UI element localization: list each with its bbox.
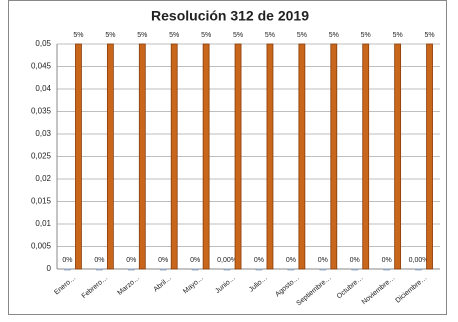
data-label: 0% <box>382 257 392 264</box>
y-tick-label: 0,025 <box>31 152 52 161</box>
bar <box>106 43 114 270</box>
bar <box>394 43 402 270</box>
bar <box>170 43 178 270</box>
bar <box>223 268 231 271</box>
y-tick-label: 0,03 <box>35 129 51 138</box>
bar <box>298 43 306 270</box>
data-label: 5% <box>297 32 307 39</box>
data-label: 5% <box>73 32 83 39</box>
y-tick-label: 0,02 <box>35 174 51 183</box>
data-label: 5% <box>137 32 147 39</box>
data-label: 0% <box>318 257 328 264</box>
bar <box>138 43 146 270</box>
bar <box>426 43 433 270</box>
bar <box>330 43 338 270</box>
y-tick-label: 0,05 <box>35 39 51 48</box>
data-label: 5% <box>329 32 339 39</box>
bar <box>75 43 82 270</box>
data-label: 5% <box>169 32 179 39</box>
data-label: 0% <box>126 257 136 264</box>
data-label: 0% <box>190 257 200 264</box>
data-label: 0% <box>286 257 296 264</box>
data-label: 0% <box>350 257 360 264</box>
chart-title: Resolución 312 de 2019 <box>151 8 309 24</box>
bar <box>202 43 210 270</box>
data-label: 0,00% <box>217 257 237 264</box>
y-tick-label: 0,045 <box>31 62 52 71</box>
y-tick-label: 0,035 <box>31 107 52 116</box>
data-label: 5% <box>361 32 371 39</box>
y-tick-label: 0,01 <box>35 219 51 228</box>
bar <box>383 268 391 271</box>
y-tick-label: 0,005 <box>31 242 52 251</box>
data-label: 5% <box>424 32 434 39</box>
data-label: 0% <box>158 257 168 264</box>
data-label: 0% <box>254 257 264 264</box>
data-label: 5% <box>393 32 403 39</box>
bar <box>64 268 71 271</box>
bar <box>351 268 359 271</box>
bar <box>362 43 370 270</box>
bar <box>287 268 295 271</box>
bar <box>415 268 422 271</box>
data-label: 5% <box>233 32 243 39</box>
data-label: 0,00% <box>409 257 429 264</box>
data-label: 0% <box>62 257 72 264</box>
data-label: 0% <box>94 257 104 264</box>
chart-frame <box>8 0 447 315</box>
bar <box>266 43 274 270</box>
bar <box>319 268 327 271</box>
bar <box>95 268 103 271</box>
data-label: 5% <box>265 32 275 39</box>
data-label: 5% <box>105 32 115 39</box>
bar <box>127 268 135 271</box>
y-tick-label: 0,04 <box>35 84 51 93</box>
bar <box>159 268 167 271</box>
y-tick-label: 0 <box>47 264 52 273</box>
data-label: 5% <box>201 32 211 39</box>
bar <box>191 268 199 271</box>
bar <box>234 43 242 270</box>
bar <box>255 268 263 271</box>
y-tick-label: 0,015 <box>31 197 52 206</box>
